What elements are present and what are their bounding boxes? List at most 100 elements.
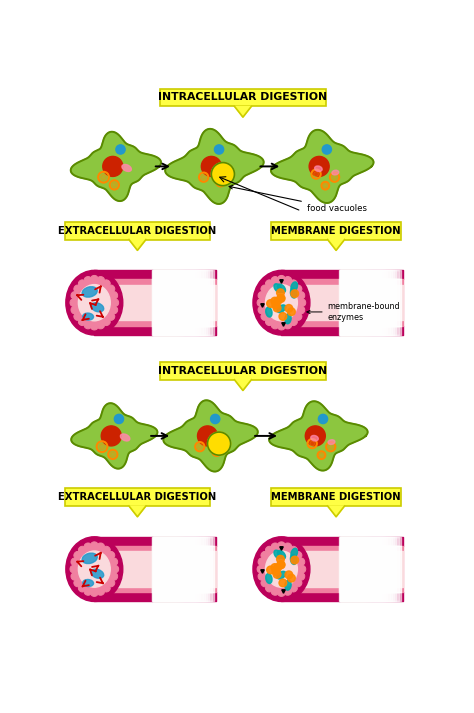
Ellipse shape: [265, 551, 297, 588]
Circle shape: [328, 444, 333, 449]
Text: INTRACELLULAR DIGESTION: INTRACELLULAR DIGESTION: [158, 93, 328, 103]
Ellipse shape: [277, 571, 286, 579]
Circle shape: [274, 297, 282, 305]
Ellipse shape: [285, 277, 292, 282]
Circle shape: [103, 156, 123, 176]
Ellipse shape: [301, 565, 306, 573]
Ellipse shape: [71, 573, 76, 580]
Ellipse shape: [277, 550, 285, 559]
Ellipse shape: [104, 279, 110, 286]
Circle shape: [99, 443, 105, 450]
Circle shape: [323, 183, 328, 188]
Ellipse shape: [82, 553, 97, 563]
Circle shape: [272, 302, 280, 309]
Ellipse shape: [84, 323, 91, 329]
Ellipse shape: [71, 307, 76, 314]
Ellipse shape: [82, 287, 97, 297]
Polygon shape: [328, 240, 345, 250]
Circle shape: [214, 145, 224, 154]
Ellipse shape: [109, 314, 115, 320]
Polygon shape: [235, 106, 251, 117]
Circle shape: [277, 561, 285, 569]
Circle shape: [273, 570, 281, 578]
Ellipse shape: [271, 323, 278, 329]
Ellipse shape: [74, 285, 80, 292]
Circle shape: [201, 156, 221, 176]
FancyBboxPatch shape: [65, 488, 210, 506]
Circle shape: [267, 299, 274, 307]
Circle shape: [288, 574, 295, 582]
Ellipse shape: [253, 270, 310, 335]
Ellipse shape: [260, 278, 303, 327]
Ellipse shape: [265, 546, 272, 553]
Circle shape: [112, 183, 117, 188]
Polygon shape: [71, 403, 157, 468]
Ellipse shape: [261, 285, 267, 292]
Circle shape: [313, 172, 319, 177]
Ellipse shape: [265, 586, 272, 592]
FancyBboxPatch shape: [65, 222, 210, 240]
FancyBboxPatch shape: [272, 222, 401, 240]
FancyBboxPatch shape: [160, 88, 326, 106]
Ellipse shape: [98, 590, 104, 595]
Circle shape: [285, 304, 292, 312]
Circle shape: [279, 579, 287, 587]
Ellipse shape: [109, 580, 115, 587]
Ellipse shape: [120, 434, 130, 441]
Ellipse shape: [74, 314, 80, 320]
Ellipse shape: [261, 314, 267, 320]
Ellipse shape: [266, 573, 272, 583]
Text: MEMBRANE DIGESTION: MEMBRANE DIGESTION: [271, 226, 401, 236]
Circle shape: [272, 568, 280, 575]
Ellipse shape: [78, 546, 85, 553]
Ellipse shape: [291, 279, 297, 286]
Ellipse shape: [109, 285, 115, 292]
Ellipse shape: [274, 284, 282, 292]
Text: EXTRACELLULAR DIGESTION: EXTRACELLULAR DIGESTION: [58, 492, 217, 502]
Circle shape: [100, 174, 107, 180]
Polygon shape: [328, 506, 345, 517]
Ellipse shape: [98, 543, 104, 548]
Ellipse shape: [113, 299, 118, 306]
Ellipse shape: [78, 279, 85, 286]
Ellipse shape: [258, 307, 264, 314]
Ellipse shape: [74, 580, 80, 587]
Ellipse shape: [257, 565, 263, 573]
Ellipse shape: [278, 542, 285, 548]
Text: EXTRACELLULAR DIGESTION: EXTRACELLULAR DIGESTION: [58, 226, 217, 236]
Ellipse shape: [70, 299, 75, 306]
Polygon shape: [129, 506, 146, 517]
Circle shape: [310, 441, 315, 446]
Circle shape: [114, 414, 124, 424]
Circle shape: [277, 294, 284, 302]
Circle shape: [305, 426, 325, 446]
Ellipse shape: [291, 548, 298, 558]
Circle shape: [267, 566, 274, 574]
Ellipse shape: [112, 573, 118, 580]
Circle shape: [201, 175, 206, 180]
Text: membrane-bound
enzymes: membrane-bound enzymes: [307, 302, 400, 322]
Ellipse shape: [91, 275, 98, 281]
Ellipse shape: [261, 580, 267, 587]
Circle shape: [271, 564, 279, 571]
Polygon shape: [71, 132, 161, 201]
Ellipse shape: [122, 165, 131, 171]
Ellipse shape: [104, 586, 110, 592]
Ellipse shape: [271, 590, 278, 595]
Ellipse shape: [83, 580, 93, 587]
Ellipse shape: [291, 319, 297, 326]
Ellipse shape: [285, 590, 292, 595]
Ellipse shape: [328, 440, 335, 444]
Ellipse shape: [84, 543, 91, 548]
Ellipse shape: [299, 292, 305, 299]
Ellipse shape: [278, 275, 285, 281]
Ellipse shape: [260, 545, 303, 594]
Ellipse shape: [258, 558, 264, 565]
Ellipse shape: [78, 284, 110, 321]
Ellipse shape: [104, 546, 110, 553]
Ellipse shape: [299, 558, 305, 565]
Polygon shape: [129, 240, 146, 250]
Ellipse shape: [265, 284, 297, 321]
Circle shape: [285, 571, 292, 579]
FancyBboxPatch shape: [160, 362, 326, 380]
